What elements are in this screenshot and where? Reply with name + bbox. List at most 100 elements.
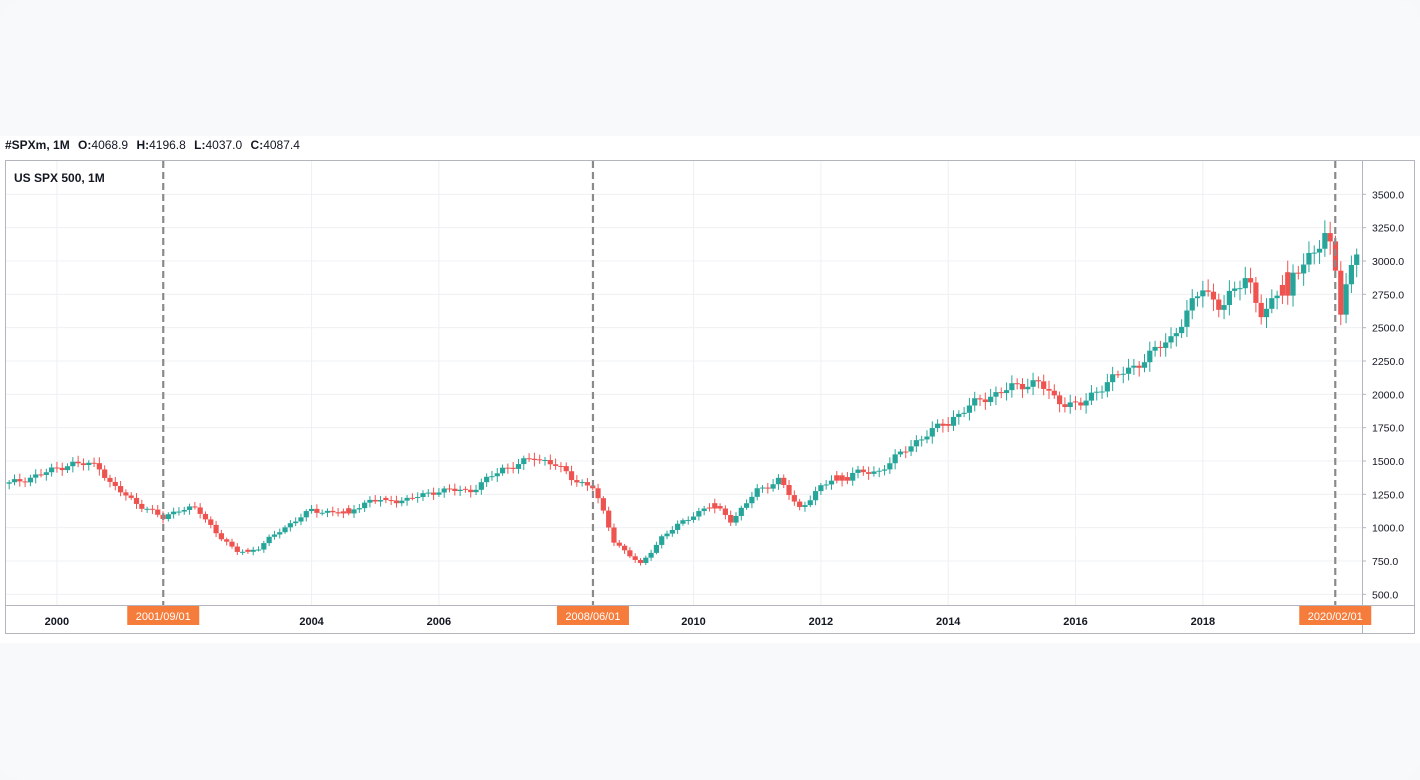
candle-up [950,416,957,426]
candle-up [876,470,882,472]
candle-up [929,428,935,437]
candle-up [277,532,283,535]
candle-up [1232,288,1238,291]
candle-down [1332,241,1339,271]
candle-down [430,492,437,495]
candle-down [128,495,134,498]
candle-down [112,481,118,487]
y-tick-label: 1250.0 [1372,489,1404,501]
candle-down [547,459,553,465]
candle-down [1157,346,1164,348]
candle-up [1179,326,1185,334]
candle-down [59,467,65,471]
candle-down [468,489,474,493]
candle-up [171,511,177,515]
y-tick-label: 750.0 [1372,556,1398,568]
candle-up [266,536,272,544]
candle-up [1274,295,1280,299]
candle-up [64,466,71,471]
candle-up [1120,373,1126,375]
candle-down [383,497,389,501]
candle-up [881,469,888,471]
candle-up [966,405,973,413]
candle-up [924,436,930,440]
candle-down [616,542,622,546]
candle-up [43,472,49,475]
candle-down [1072,401,1079,403]
candle-down [202,513,209,520]
candle-down [621,545,628,551]
candle-up [659,536,665,545]
candle-up [1189,298,1195,311]
candlestick-chart[interactable]: US SPX 500, 1M 500.0 750.0 1000.0 1250.0 150… [0,136,1420,643]
candle-up [696,511,702,517]
y-tick-label: 1750.0 [1372,423,1404,435]
candle-up [308,508,315,512]
y-tick-label: 2250.0 [1372,356,1404,368]
candle-down [998,392,1004,394]
date-flag-label: 2001/09/01 [136,611,191,623]
candle-up [1163,342,1169,348]
candle-down [1327,233,1333,242]
candle-up [1311,252,1317,254]
candle-down [632,556,638,560]
candle-up [420,493,426,497]
candle-up [298,517,304,522]
candle-down [452,488,458,492]
candle-up [1306,252,1312,265]
candle-up [828,480,835,485]
candle-down [786,485,792,496]
candle-up [744,503,750,508]
candle-up [293,521,299,524]
chart-title: US SPX 500, 1M [14,171,105,185]
candle-up [377,500,384,502]
candle-down [611,527,617,543]
candle-down [712,503,718,509]
candle-up [643,557,649,563]
candle-up [961,412,967,414]
candle-up [70,461,76,467]
candle-up [1173,333,1179,337]
candle-down [1046,388,1052,391]
candle-down [229,541,235,547]
candle-down [510,467,516,469]
y-tick-label: 2000.0 [1372,389,1404,401]
candle-down [563,466,569,472]
candle-up [919,439,925,441]
candle-up [749,496,755,504]
candle-up [972,398,978,406]
candle-down [940,423,946,426]
candle-up [897,451,904,455]
candle-up [282,527,288,533]
candle-up [1237,288,1243,290]
candle-down [133,497,140,504]
candle-up [653,544,660,553]
candle-down [706,507,713,509]
candle-up [542,459,548,461]
candle-up [1184,310,1190,327]
candle-down [1062,404,1068,408]
candle-up [473,489,479,493]
candle-up [733,516,739,523]
candle-down [977,398,983,400]
candle-up [675,523,681,531]
candle-up [499,467,506,474]
candle-down [192,506,198,508]
y-tick-label: 1500.0 [1372,456,1404,468]
candle-down [839,475,845,481]
candle-down [218,533,224,540]
price-axis: 500.0 750.0 1000.0 1250.0 1500.0 1750.0 2000.0… [1362,189,1404,601]
candle-up [1125,367,1132,374]
symbol-label: #SPXm, 1M [5,138,70,152]
candle-up [934,423,941,429]
candle-up [49,467,55,473]
candle-down [54,467,60,469]
candle-up [1003,390,1010,394]
candle-up [404,497,410,501]
candle-down [553,464,559,466]
low-value: 4037.0 [205,138,243,152]
candle-up [823,484,829,486]
candle-down [1285,272,1291,296]
candle-down [797,501,803,507]
candle-down [866,472,872,474]
